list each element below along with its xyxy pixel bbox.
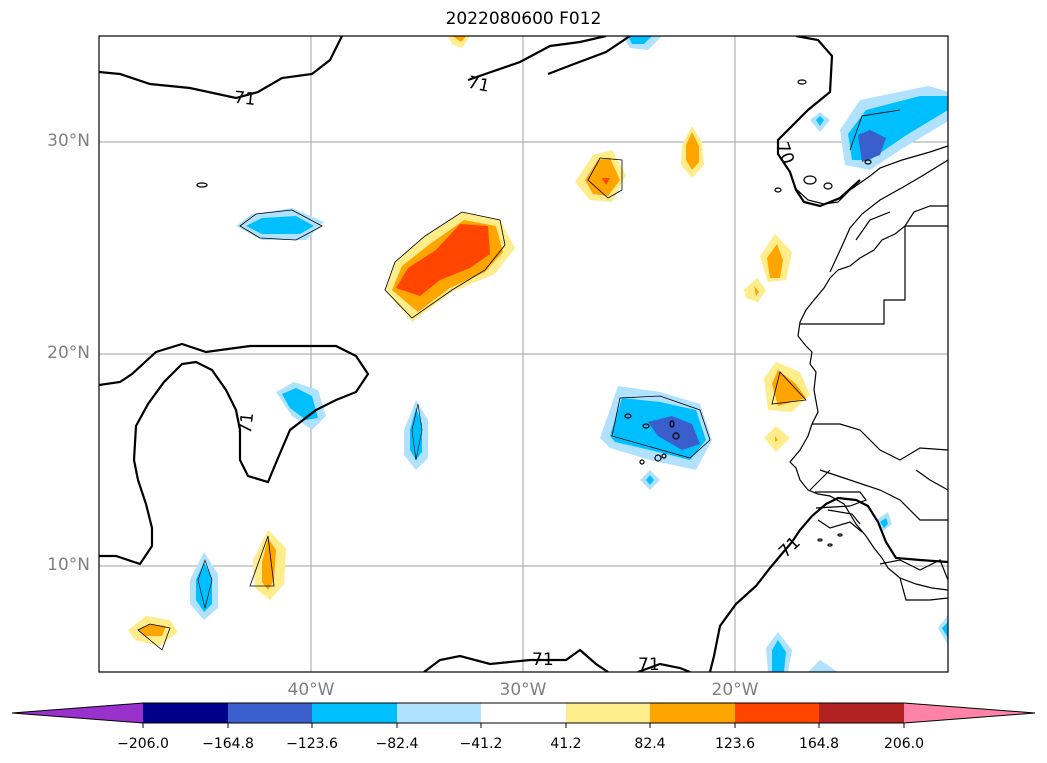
colorbar-segment: [143, 703, 228, 723]
contour-label: 71: [638, 655, 660, 675]
positive-anomaly-fills: [128, 36, 810, 651]
gridlines: [99, 36, 948, 672]
colorbar-tick-label: 41.2: [550, 736, 582, 752]
colorbar-segment: [228, 703, 312, 723]
contour-label: 71: [233, 88, 257, 110]
map-frame: [98, 35, 949, 673]
colorbar-tick-label: −206.0: [117, 736, 169, 752]
contour-south: [423, 648, 609, 672]
colorbar: [11, 702, 1036, 728]
lat-label-10n: 10°N: [47, 555, 90, 575]
colorbar-tick-label: −82.4: [375, 736, 419, 752]
colorbar-tick-label: −123.6: [286, 736, 338, 752]
lat-label-30n: 30°N: [47, 131, 90, 151]
contour-label: 71: [466, 73, 491, 97]
colorbar-tick-label: −41.2: [459, 736, 503, 752]
colorbar-segment: [650, 703, 735, 723]
colorbar-segment: [566, 703, 650, 723]
colorbar-tick-label: 164.8: [798, 736, 840, 752]
colorbar-segment: [397, 703, 481, 723]
lon-label-30w: 30°W: [499, 680, 547, 700]
lon-label-20w: 20°W: [711, 680, 759, 700]
negative-anomaly-fills: [190, 36, 948, 672]
map-plot-area: 71 71 71 70 71 71 71: [99, 36, 948, 675]
colorbar-segment: [312, 703, 397, 723]
colorbar-tick-label: 82.4: [634, 736, 666, 752]
colorbar-tick-label: 123.6: [714, 736, 756, 752]
height-contours: [99, 36, 948, 672]
map-title: 2022080600 F012: [445, 9, 602, 29]
lon-label-40w: 40°W: [287, 680, 335, 700]
colorbar-tick-label: 206.0: [883, 736, 925, 752]
colorbar-extend-high: [904, 703, 1035, 723]
colorbar-segment: [819, 703, 904, 723]
contour-west: [99, 342, 370, 566]
colorbar-segment: [481, 703, 566, 723]
lat-label-20n: 20°N: [47, 343, 90, 363]
africa-coastline: [789, 205, 948, 591]
coastlines: [196, 79, 948, 601]
colorbar-extend-low: [12, 703, 143, 723]
contour-north: [99, 36, 343, 100]
contour-label: 71: [236, 411, 258, 435]
contour-label: 71: [532, 650, 554, 670]
colorbar-segment: [735, 703, 819, 723]
colorbar-tick-label: −164.8: [202, 736, 254, 752]
